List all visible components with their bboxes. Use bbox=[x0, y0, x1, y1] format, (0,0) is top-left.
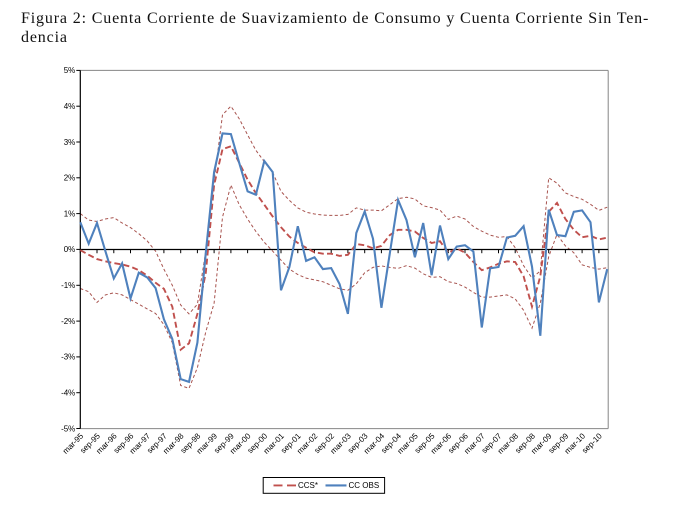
svg-text:-2%: -2% bbox=[61, 317, 75, 326]
svg-text:CC OBS: CC OBS bbox=[349, 481, 380, 490]
svg-text:1%: 1% bbox=[64, 209, 76, 218]
svg-text:0%: 0% bbox=[64, 245, 76, 254]
svg-text:3%: 3% bbox=[64, 138, 76, 147]
svg-text:-5%: -5% bbox=[61, 424, 75, 433]
svg-text:-4%: -4% bbox=[61, 389, 75, 398]
svg-text:-3%: -3% bbox=[61, 353, 75, 362]
svg-text:-1%: -1% bbox=[61, 281, 75, 290]
svg-text:2%: 2% bbox=[64, 174, 76, 183]
svg-text:4%: 4% bbox=[64, 102, 76, 111]
svg-text:CCS*: CCS* bbox=[298, 481, 318, 490]
svg-text:5%: 5% bbox=[64, 66, 76, 75]
